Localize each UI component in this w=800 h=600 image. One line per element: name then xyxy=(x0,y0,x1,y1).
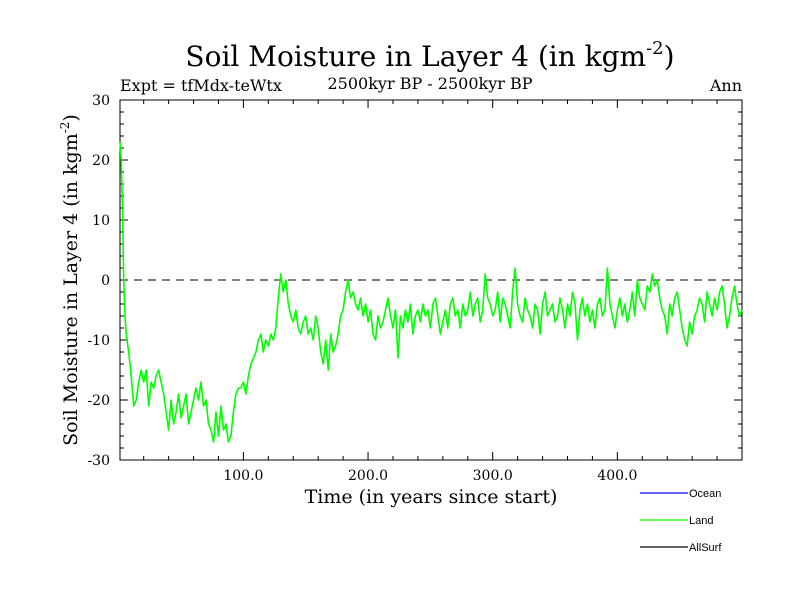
experiment-label: Expt = tfMdx-teWtx xyxy=(120,76,282,95)
chart-title-close: ) xyxy=(664,40,675,73)
x-axis-label: Time (in years since start) xyxy=(305,486,558,508)
y-tick-label: 20 xyxy=(92,153,110,169)
chart-title-main: Soil Moisture in Layer 4 (in kgm xyxy=(185,40,646,73)
legend-label-land: Land xyxy=(689,515,713,527)
y-axis-label-main: Soil Moisture in Layer 4 (in kgm xyxy=(60,133,82,446)
chart-subtitle: 2500kyr BP - 2500kyr BP xyxy=(328,74,533,93)
series-line-land xyxy=(119,141,743,443)
y-tick-label: 10 xyxy=(92,213,110,229)
chart-title-sup: -2 xyxy=(646,38,664,59)
y-axis-label: Soil Moisture in Layer 4 (in kgm-2) xyxy=(58,114,82,446)
y-tick-label: -10 xyxy=(87,333,110,349)
x-tick-label: 300.0 xyxy=(473,468,513,484)
y-tick-label: -30 xyxy=(87,453,110,469)
y-tick-label: 30 xyxy=(92,93,110,109)
y-tick-label: -20 xyxy=(87,393,110,409)
chart-title: Soil Moisture in Layer 4 (in kgm-2) xyxy=(185,38,674,73)
axis-tick-labels: 100.0 200.0 300.0 400.0 -30 -20 -10 0 10 20 30 xyxy=(87,93,637,484)
y-axis-label-sup: -2 xyxy=(58,122,72,134)
x-tick-label: 100.0 xyxy=(223,468,263,484)
legend: Ocean Land AllSurf xyxy=(640,488,722,554)
x-tick-label: 400.0 xyxy=(597,468,637,484)
legend-label-ocean: Ocean xyxy=(689,488,721,500)
legend-label-allsurf: AllSurf xyxy=(689,542,722,554)
x-tick-label: 200.0 xyxy=(348,468,388,484)
axis-ticks xyxy=(120,99,742,461)
y-tick-label: 0 xyxy=(101,273,110,289)
y-axis-label-close: ) xyxy=(60,114,82,121)
season-label: Ann xyxy=(709,76,742,95)
